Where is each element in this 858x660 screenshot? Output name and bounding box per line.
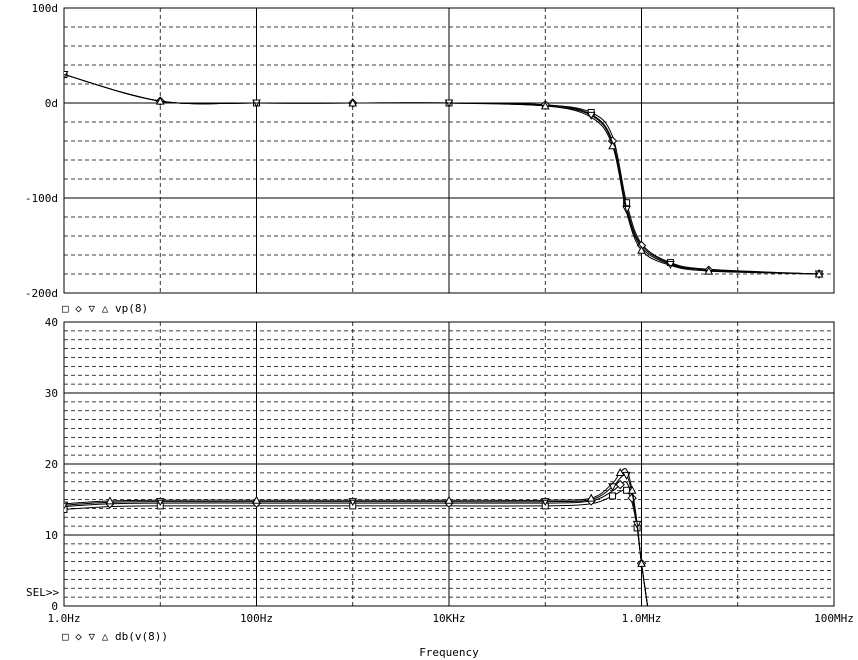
x-tick-label: 1.0Hz <box>47 612 80 625</box>
y-tick-label: 40 <box>45 316 58 329</box>
data-point-triangle-up <box>608 141 617 150</box>
x-tick-label: 10KHz <box>432 612 465 625</box>
y-tick-label: 10 <box>45 529 58 542</box>
cursor-select-label[interactable]: SEL>> <box>26 586 59 599</box>
data-point-triangle-up <box>615 467 625 477</box>
y-tick-label: 0d <box>45 97 58 110</box>
x-tick-label: 100MHz <box>814 612 854 625</box>
data-point-triangle-up <box>348 98 358 107</box>
data-point-triangle-up <box>155 96 165 105</box>
y-tick-label: 100d <box>32 2 59 15</box>
series-group <box>64 467 649 606</box>
series-line-triangle-down <box>64 74 820 275</box>
data-point-triangle-up <box>586 493 596 502</box>
series-group <box>64 71 824 279</box>
data-point-triangle-up <box>252 495 261 504</box>
legend-phase: □ ◇ ▽ △ vp(8) <box>62 302 148 315</box>
y-tick-label: 30 <box>45 387 58 400</box>
x-tick-label: 1.0MHz <box>622 612 662 625</box>
legend-magnitude: □ ◇ ▽ △ db(v(8)) <box>62 630 168 643</box>
data-point-triangle-up <box>704 266 714 275</box>
data-point-triangle-up <box>444 495 454 504</box>
series-line-diamond <box>64 74 820 275</box>
y-tick-label: -200d <box>25 287 58 300</box>
plot-frame <box>63 321 835 607</box>
plot-frame <box>63 7 835 294</box>
data-point-triangle-up <box>814 269 824 278</box>
y-tick-label: 20 <box>45 458 58 471</box>
series-line-triangle-up <box>64 468 649 606</box>
series-line-square <box>64 74 820 275</box>
data-point-triangle-down <box>586 111 596 120</box>
y-tick-label: 0 <box>51 600 58 613</box>
magnitude-plot: 0 10 20 30 40 1.0Hz 100Hz 10KHz 1.0MHz 100MHz <box>45 316 854 625</box>
x-axis-label: Frequency <box>419 646 479 659</box>
x-tick-label: 100Hz <box>240 612 273 625</box>
series-line-square <box>64 489 649 606</box>
data-point-triangle-up <box>637 558 646 567</box>
series-line-triangle-up <box>64 74 820 275</box>
data-point-triangle-down <box>622 205 631 214</box>
data-point-triangle-up <box>637 245 646 254</box>
data-point-triangle-up <box>627 485 637 494</box>
data-point-triangle-up <box>540 101 550 110</box>
phase-plot: 100d 0d -100d -200d <box>25 2 835 300</box>
series-line-triangle-down <box>64 473 649 606</box>
data-point-square <box>609 492 617 500</box>
data-point-square <box>64 505 68 513</box>
data-point-diamond <box>615 479 625 490</box>
data-point-triangle-up <box>105 496 115 505</box>
y-tick-label: -100d <box>25 192 58 205</box>
